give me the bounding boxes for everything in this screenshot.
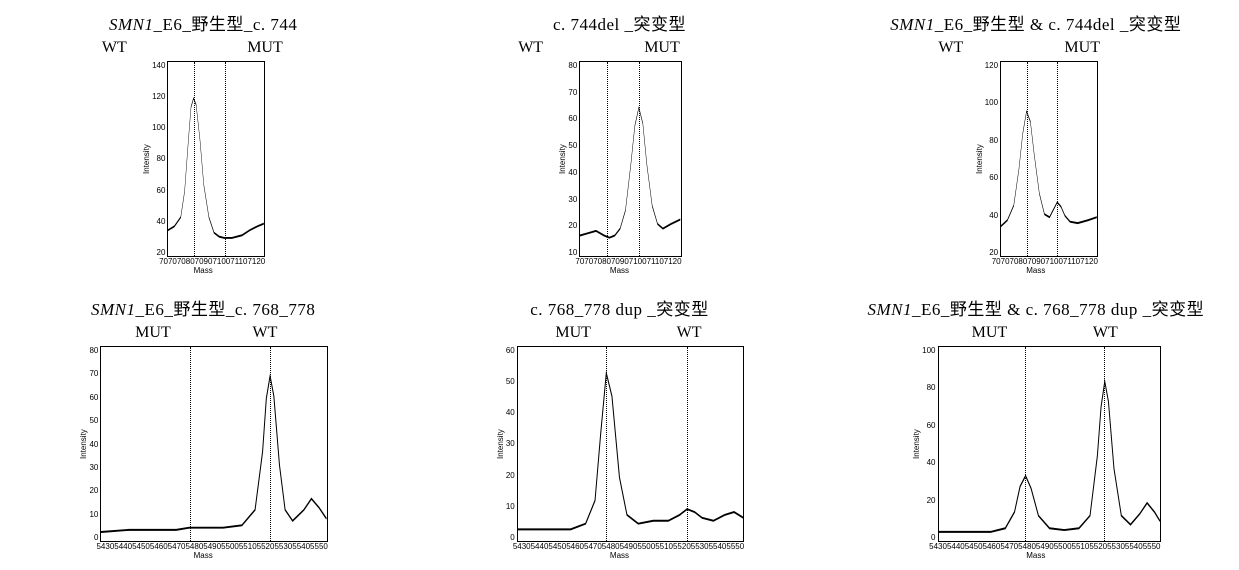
chart-grid: SMN1_E6_野生型_c. 744WTMUTIntensity14012010…: [10, 10, 1229, 560]
marker-label-row: WT MUT: [10, 39, 396, 61]
curve-svg: [101, 347, 326, 541]
x-ticks: 707070807090710071107120: [992, 257, 1098, 266]
x-ticks: 5430544054505460547054805490550055105520…: [929, 542, 1160, 551]
marker-label-row: WT MUT: [843, 39, 1229, 61]
x-axis-label: Mass: [911, 551, 1160, 560]
wt-label: WT: [1093, 324, 1118, 342]
x-axis-label: Mass: [974, 266, 1098, 275]
chart-panel-2: SMN1_E6_野生型 & c. 744del _突变型 WT MUT Intensi…: [843, 10, 1229, 275]
curve-svg: [1001, 62, 1097, 256]
y-axis-label: Intensity: [911, 346, 922, 542]
y-ticks: 6050403020100: [506, 346, 517, 542]
y-axis-label: Intensity: [78, 346, 89, 542]
panel-title: SMN1_E6_野生型 & c. 744del _突变型: [890, 10, 1181, 35]
panel-title: SMN1_E6_野生型_c. 768_778: [91, 295, 315, 320]
plot-area: [938, 346, 1161, 542]
mut-label: MUT: [1064, 39, 1100, 57]
marker-label-row: MUT WT: [10, 324, 396, 346]
mut-label: MUT: [972, 324, 1008, 342]
panel-title: SMN1_E6_野生型_c. 744: [109, 10, 297, 35]
plot-area: [579, 61, 681, 257]
marker-label-row: WT MUT: [426, 39, 812, 61]
plot-area: [100, 346, 327, 542]
wt-label: WT: [253, 324, 278, 342]
y-axis-label: Intensity: [974, 61, 985, 257]
panel-title: c. 768_778 dup _突变型: [530, 295, 709, 320]
x-ticks: 707070807090710071107120: [159, 257, 265, 266]
panel-title: c. 744del _突变型: [553, 10, 686, 35]
y-ticks: 100806040200: [922, 346, 937, 542]
mut-label: MUT: [555, 324, 591, 342]
x-axis-label: Mass: [557, 266, 681, 275]
y-ticks: 8070605040302010: [568, 61, 579, 257]
curve-svg: [168, 62, 264, 256]
plot-area: [517, 346, 744, 542]
y-ticks: 80706050403020100: [89, 346, 100, 542]
x-axis-label: Mass: [78, 551, 327, 560]
wt-label: WT: [102, 39, 127, 57]
mut-label: MUT: [247, 39, 283, 57]
chart-panel-5: SMN1_E6_野生型 & c. 768_778 dup _突变型 MUT WT In…: [843, 295, 1229, 560]
x-axis-label: Mass: [495, 551, 744, 560]
x-axis-label: Mass: [141, 266, 265, 275]
wt-label: WT: [938, 39, 963, 57]
curve-svg: [939, 347, 1160, 541]
curve-svg: [580, 62, 680, 256]
mut-label: MUT: [135, 324, 171, 342]
y-axis-label: Intensity: [557, 61, 568, 257]
chart-panel-0: SMN1_E6_野生型_c. 744 WT MUT Intensity14012010…: [10, 10, 396, 275]
marker-label-row: MUT WT: [843, 324, 1229, 346]
marker-label-row: MUT WT: [426, 324, 812, 346]
chart-panel-3: SMN1_E6_野生型_c. 768_778 MUT WT Intensity8070…: [10, 295, 396, 560]
wt-label: WT: [677, 324, 702, 342]
chart-panel-4: c. 768_778 dup _突变型 MUT WT Intensity6050403…: [426, 295, 812, 560]
wt-label: WT: [518, 39, 543, 57]
y-ticks: 14012010080604020: [152, 61, 167, 257]
curve-svg: [518, 347, 743, 541]
plot-area: [1000, 61, 1098, 257]
y-ticks: 12010080604020: [985, 61, 1000, 257]
plot-area: [167, 61, 265, 257]
chart-panel-1: c. 744del _突变型 WT MUT Intensity807060504030…: [426, 10, 812, 275]
y-axis-label: Intensity: [141, 61, 152, 257]
x-ticks: 5430544054505460547054805490550055105520…: [96, 542, 327, 551]
x-ticks: 5430544054505460547054805490550055105520…: [513, 542, 744, 551]
panel-title: SMN1_E6_野生型 & c. 768_778 dup _突变型: [868, 295, 1205, 320]
y-axis-label: Intensity: [495, 346, 506, 542]
mut-label: MUT: [644, 39, 680, 57]
x-ticks: 707070807090710071107120: [575, 257, 681, 266]
